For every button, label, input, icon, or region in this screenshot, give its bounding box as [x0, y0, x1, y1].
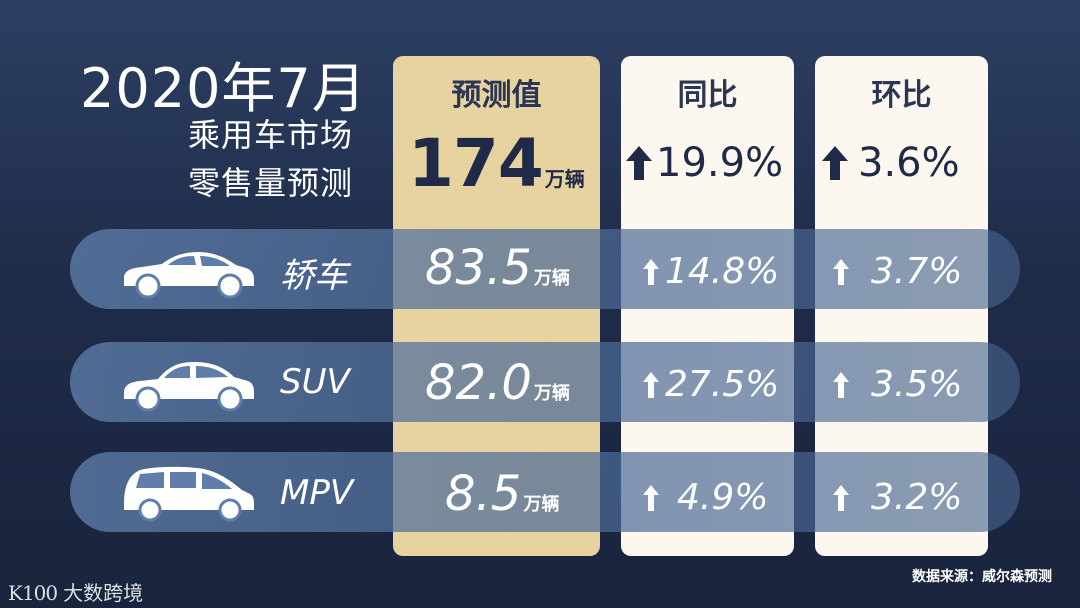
sedan-yoy-value: 14.8%	[665, 251, 780, 292]
sedan-mom: 3.7%	[833, 251, 962, 292]
brand-mark: K100	[8, 581, 58, 605]
total-yoy: 19.9%	[626, 140, 783, 186]
brand-logo: K100 大数跨境	[8, 577, 143, 606]
total-yoy-value: 19.9%	[656, 140, 784, 186]
arrow-up-icon	[833, 372, 849, 398]
mpv-mom: 3.2%	[833, 477, 962, 518]
mpv-icon	[124, 466, 254, 522]
sedan-label: 轿车	[280, 256, 348, 296]
arrow-up-icon	[643, 485, 659, 511]
suv-forecast-value: 82.0	[425, 355, 532, 411]
suv-mom: 3.5%	[833, 364, 962, 405]
mpv-forecast-value: 8.5	[445, 466, 522, 522]
total-forecast-value: 174	[408, 125, 544, 202]
suv-yoy: 27.5%	[643, 364, 779, 405]
suv-icon	[124, 362, 254, 412]
mpv-forecast: 8.5 万辆	[445, 466, 559, 522]
suv-yoy-value: 27.5%	[665, 364, 780, 405]
mpv-forecast-unit: 万辆	[523, 494, 560, 515]
yoy-header: 同比	[677, 78, 738, 113]
total-mom: 3.6%	[822, 140, 960, 186]
mom-header: 环比	[871, 78, 932, 113]
arrow-up-icon	[626, 146, 652, 180]
brand-name: 大数跨境	[63, 581, 144, 605]
arrow-up-icon	[643, 372, 659, 398]
arrow-up-icon	[822, 146, 848, 180]
mpv-yoy: 4.9%	[643, 477, 768, 518]
total-forecast: 174 万辆	[408, 125, 585, 202]
subtitle-line-2: 零售量预测	[187, 164, 353, 202]
sedan-forecast-value: 83.5	[425, 240, 532, 296]
total-mom-value: 3.6%	[858, 140, 960, 186]
subtitle-line-1: 乘用车市场	[187, 116, 353, 154]
page-title: 2020年7月	[80, 57, 367, 120]
sedan-icon	[124, 252, 254, 299]
sedan-forecast-unit: 万辆	[533, 268, 570, 289]
data-source: 数据来源：威尔森预测	[912, 569, 1052, 585]
mpv-yoy-value: 4.9%	[677, 477, 769, 518]
arrow-up-icon	[833, 485, 849, 511]
arrow-up-icon	[833, 259, 849, 285]
forecast-header: 预测值	[451, 78, 542, 113]
mpv-label: MPV	[280, 473, 354, 513]
sedan-yoy: 14.8%	[643, 251, 779, 292]
mpv-mom-value: 3.2%	[871, 477, 963, 518]
suv-mom-value: 3.5%	[871, 364, 963, 405]
total-forecast-unit: 万辆	[544, 167, 585, 191]
arrow-up-icon	[643, 259, 659, 285]
suv-forecast-unit: 万辆	[533, 383, 570, 404]
suv-forecast: 82.0 万辆	[425, 355, 570, 411]
sedan-mom-value: 3.7%	[871, 251, 963, 292]
suv-label: SUV	[280, 362, 350, 402]
sedan-forecast: 83.5 万辆	[425, 240, 570, 296]
